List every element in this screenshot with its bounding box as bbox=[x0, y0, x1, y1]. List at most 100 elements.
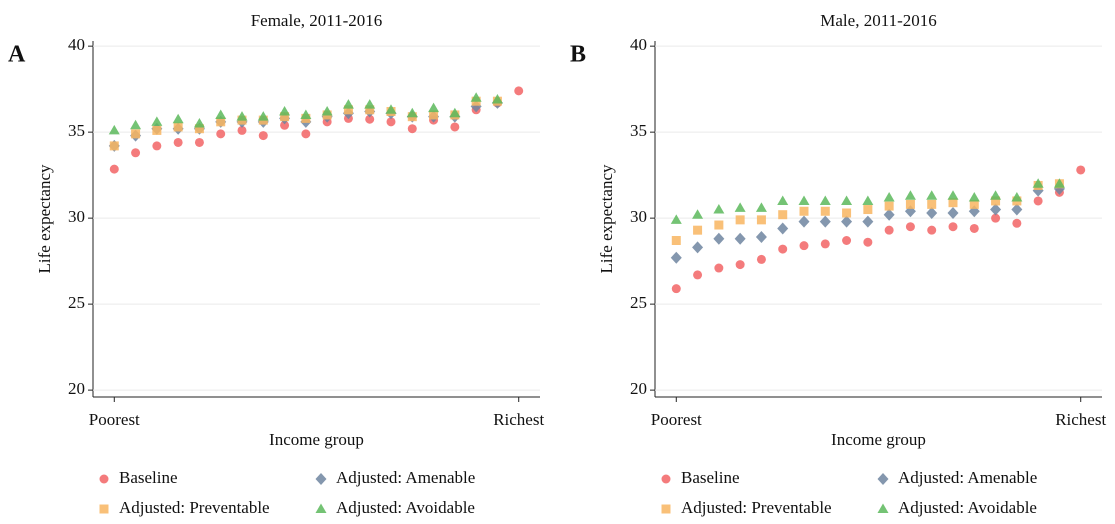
x-tick-label: Poorest bbox=[89, 410, 140, 429]
legend-label: Adjusted: Avoidable bbox=[898, 498, 1037, 517]
point bbox=[257, 111, 269, 121]
point bbox=[671, 235, 681, 245]
point bbox=[671, 284, 681, 294]
point bbox=[990, 190, 1002, 200]
legend-label: Baseline bbox=[681, 468, 740, 487]
point bbox=[798, 195, 810, 205]
point bbox=[820, 239, 830, 249]
point bbox=[194, 124, 204, 134]
point bbox=[450, 122, 460, 132]
point bbox=[968, 192, 980, 202]
point bbox=[799, 241, 809, 251]
point bbox=[385, 104, 397, 114]
point bbox=[904, 190, 916, 200]
point bbox=[365, 114, 375, 124]
point bbox=[491, 93, 503, 104]
point bbox=[194, 137, 204, 147]
point bbox=[280, 112, 290, 122]
point bbox=[131, 148, 141, 158]
point bbox=[819, 215, 831, 228]
point bbox=[343, 105, 353, 115]
point bbox=[905, 199, 915, 209]
point bbox=[842, 235, 852, 245]
y-tick-label: 25 bbox=[68, 293, 85, 312]
point bbox=[735, 260, 745, 270]
point bbox=[386, 117, 396, 127]
point bbox=[428, 102, 440, 113]
point bbox=[236, 111, 248, 121]
point bbox=[777, 222, 789, 235]
point bbox=[991, 213, 1001, 223]
point bbox=[407, 124, 417, 134]
point bbox=[927, 225, 937, 235]
point bbox=[670, 214, 682, 224]
x-axis-label: Income group bbox=[269, 430, 364, 449]
legend-marker bbox=[877, 473, 889, 485]
point bbox=[778, 244, 788, 254]
point bbox=[756, 254, 766, 264]
point bbox=[1011, 192, 1023, 202]
point bbox=[470, 92, 482, 102]
legend-marker bbox=[661, 474, 671, 484]
point bbox=[713, 232, 725, 245]
point bbox=[735, 215, 745, 225]
point bbox=[152, 141, 162, 151]
point bbox=[693, 270, 703, 280]
point bbox=[215, 109, 227, 119]
chart-title: Male, 2011-2016 bbox=[820, 11, 936, 30]
x-tick-label: Richest bbox=[493, 410, 544, 429]
point bbox=[1076, 165, 1086, 175]
panel-label: A bbox=[8, 42, 26, 68]
point bbox=[991, 196, 1001, 206]
point bbox=[1032, 178, 1044, 188]
point bbox=[734, 202, 746, 212]
chart-title: Female, 2011-2016 bbox=[251, 11, 383, 30]
point bbox=[947, 206, 959, 219]
point bbox=[1053, 178, 1065, 188]
point bbox=[990, 203, 1002, 216]
legend-marker bbox=[99, 504, 109, 514]
point bbox=[109, 164, 119, 174]
point bbox=[884, 225, 894, 235]
point bbox=[756, 215, 766, 225]
x-tick-label: Poorest bbox=[651, 410, 702, 429]
point bbox=[841, 215, 853, 228]
point bbox=[820, 206, 830, 216]
y-tick-label: 35 bbox=[68, 121, 85, 140]
point bbox=[108, 124, 120, 135]
point bbox=[927, 199, 937, 209]
y-tick-label: 40 bbox=[68, 35, 85, 54]
point bbox=[841, 195, 853, 205]
point bbox=[193, 118, 205, 128]
point bbox=[734, 232, 746, 245]
point bbox=[693, 225, 703, 235]
point bbox=[883, 192, 895, 202]
point bbox=[798, 215, 810, 228]
legend-label: Adjusted: Preventable bbox=[119, 498, 270, 517]
point bbox=[321, 106, 333, 116]
point bbox=[883, 208, 895, 221]
point bbox=[131, 129, 141, 139]
point bbox=[969, 199, 979, 209]
y-tick-label: 25 bbox=[630, 293, 647, 312]
point bbox=[863, 205, 873, 215]
legend-label: Adjusted: Amenable bbox=[336, 468, 475, 487]
panel-label: B bbox=[570, 42, 586, 68]
point bbox=[799, 206, 809, 216]
y-tick-label: 40 bbox=[630, 35, 647, 54]
point bbox=[948, 222, 958, 232]
legend-marker bbox=[877, 503, 889, 513]
point bbox=[216, 117, 226, 127]
point bbox=[173, 122, 183, 132]
y-axis-label: Life expectancy bbox=[597, 164, 616, 274]
point bbox=[863, 237, 873, 247]
point bbox=[280, 120, 290, 130]
point bbox=[449, 107, 461, 118]
y-axis-label: Life expectancy bbox=[35, 164, 54, 274]
point bbox=[258, 131, 268, 141]
legend-marker bbox=[315, 503, 327, 513]
x-axis-label: Income group bbox=[831, 430, 926, 449]
point bbox=[406, 107, 418, 118]
point bbox=[172, 113, 184, 124]
